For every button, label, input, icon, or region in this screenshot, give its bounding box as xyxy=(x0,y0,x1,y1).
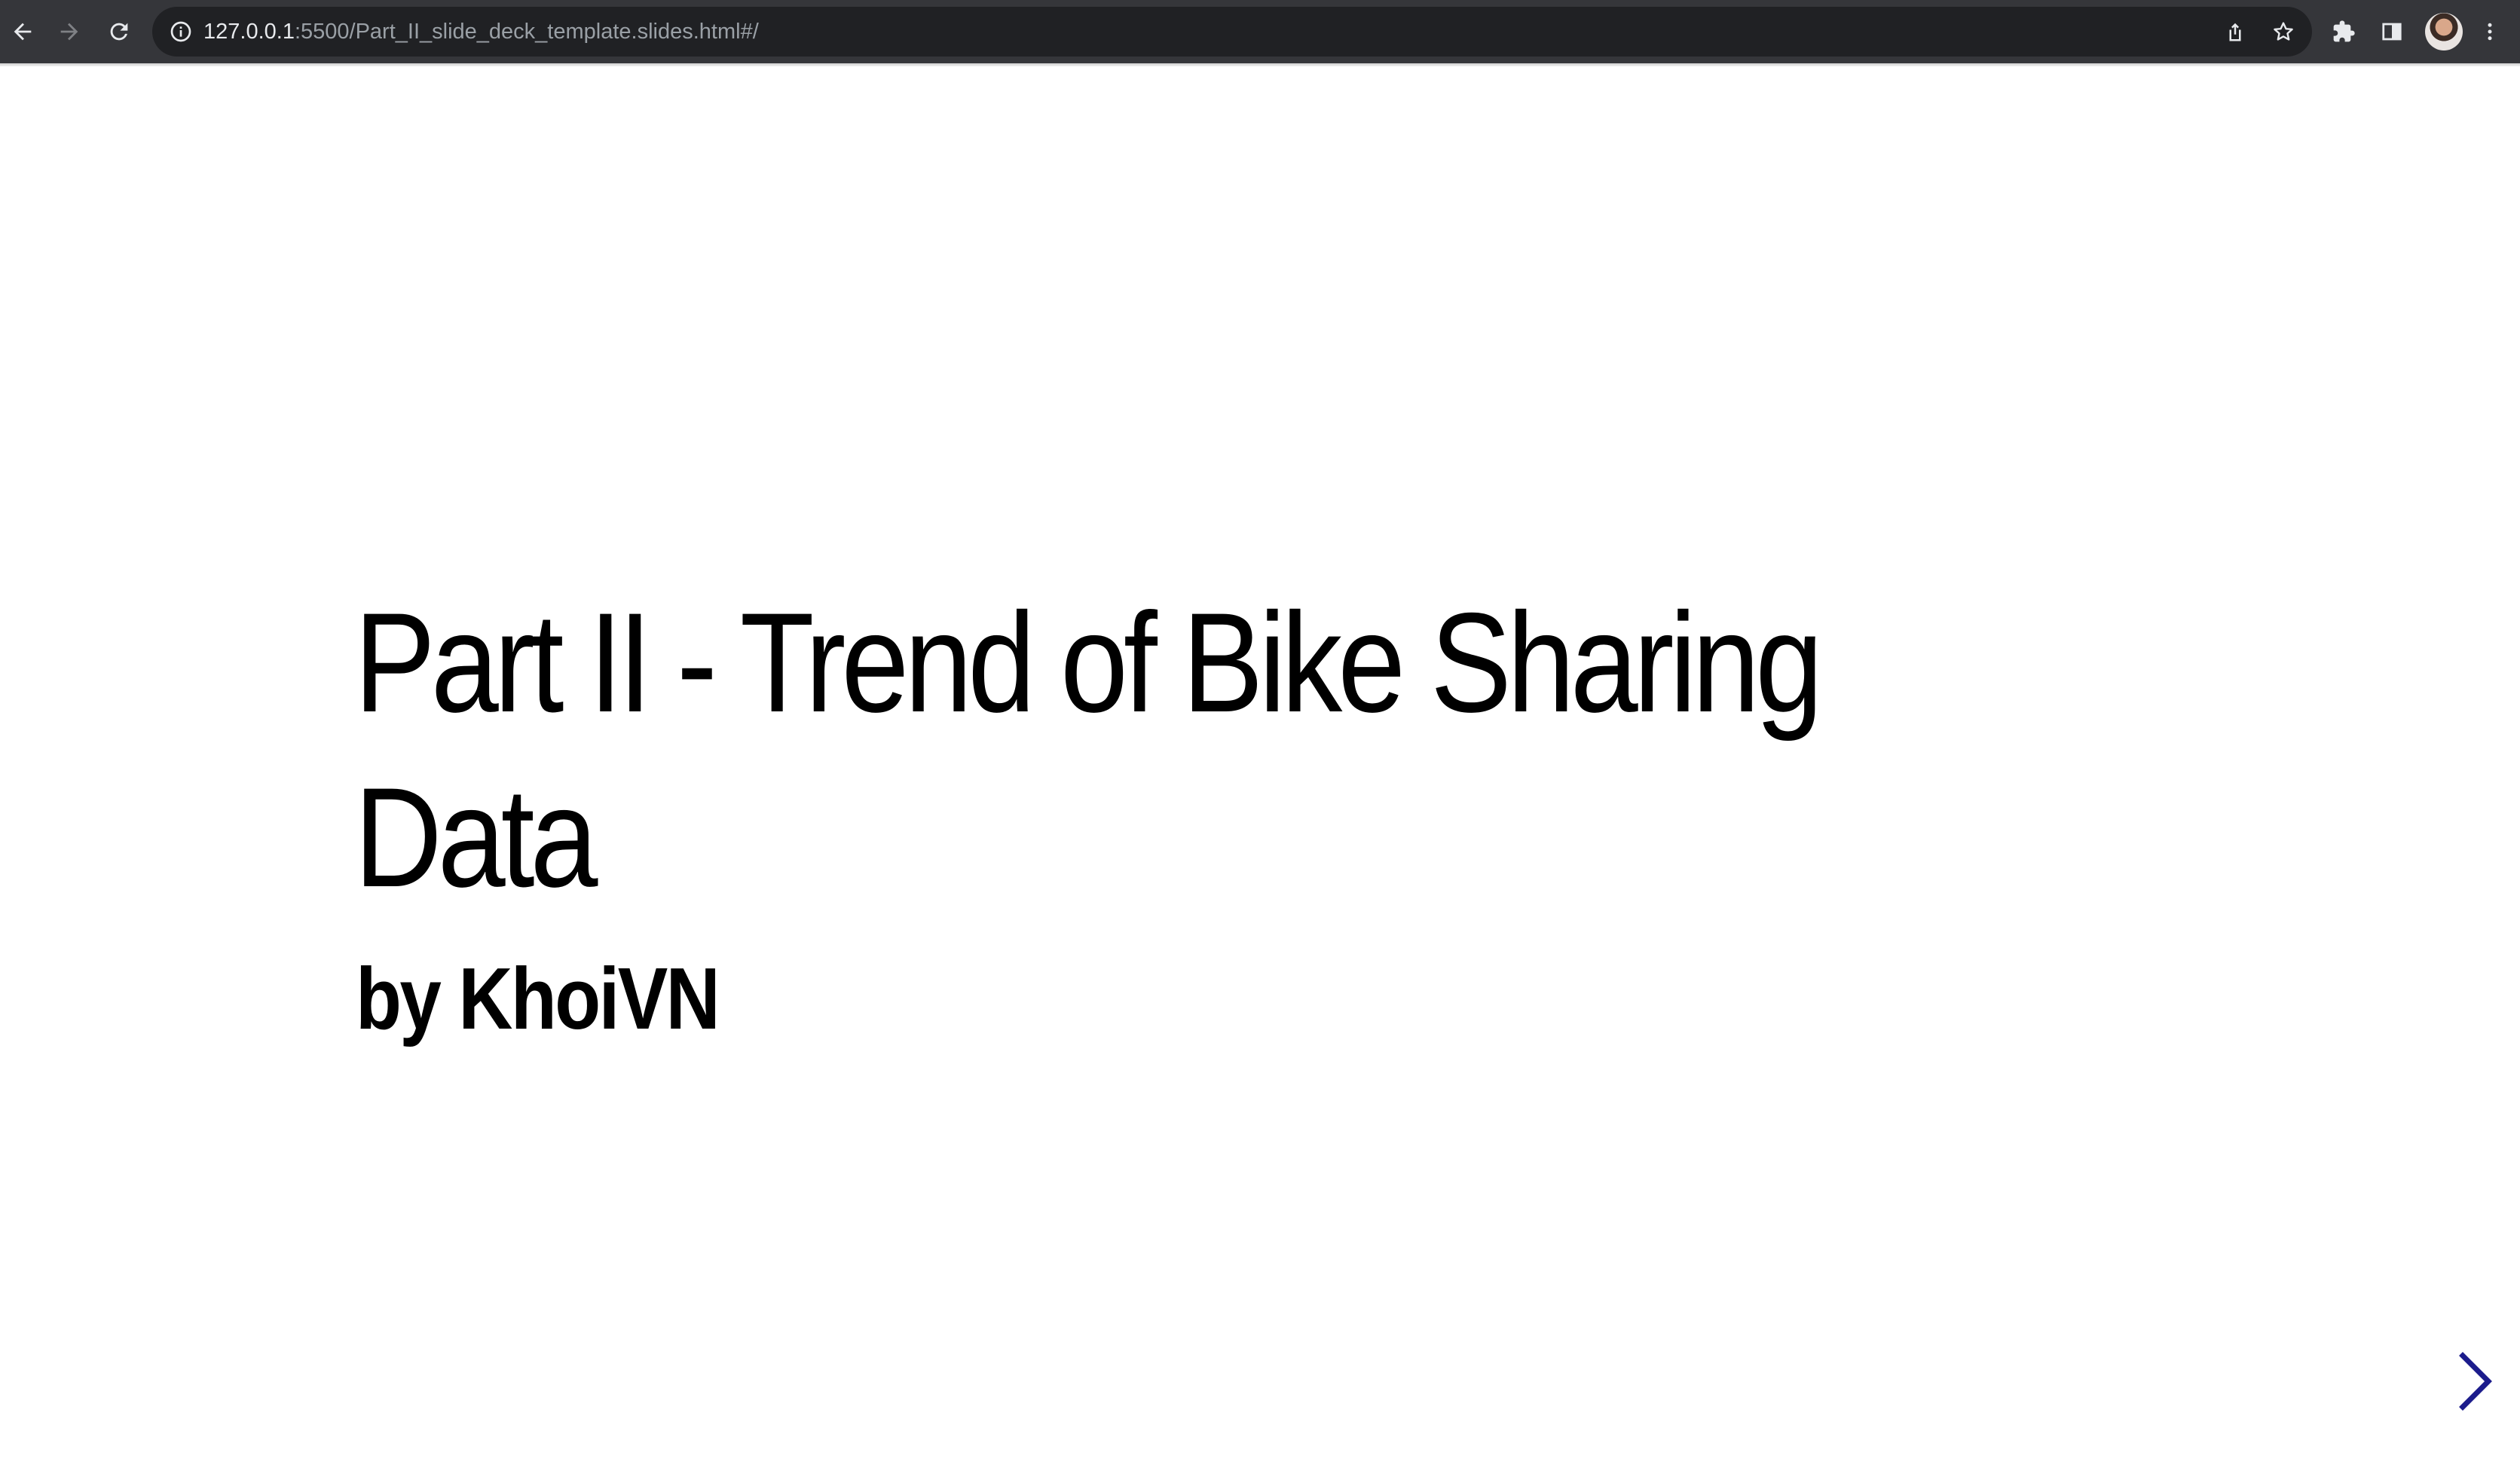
forward-button[interactable] xyxy=(51,14,87,50)
info-icon[interactable] xyxy=(169,20,193,44)
reload-icon xyxy=(110,23,128,41)
slide-title: Part II - Trend of Bike Sharing Data xyxy=(354,583,1823,916)
kebab-menu-icon xyxy=(2488,23,2492,41)
browser-toolbar: 127.0.0.1:5500/Part_II_slide_deck_templa… xyxy=(0,0,2520,63)
slide: Part II - Trend of Bike Sharing Data by … xyxy=(0,66,2520,1477)
arrow-left-icon xyxy=(14,23,32,41)
next-slide-button[interactable] xyxy=(2454,1349,2497,1414)
puzzle-icon xyxy=(2333,20,2355,42)
side-panel-button[interactable] xyxy=(2374,14,2410,50)
menu-button[interactable] xyxy=(2472,14,2508,50)
url-host: 127.0.0.1 xyxy=(203,20,295,44)
avatar[interactable] xyxy=(2425,13,2463,50)
share-button[interactable] xyxy=(2220,17,2250,47)
extensions-button[interactable] xyxy=(2326,14,2362,50)
share-icon xyxy=(2229,23,2241,41)
bookmark-button[interactable] xyxy=(2268,17,2298,47)
address-bar[interactable]: 127.0.0.1:5500/Part_II_slide_deck_templa… xyxy=(152,7,2312,57)
reload-button[interactable] xyxy=(101,14,137,50)
chevron-right-icon xyxy=(2459,1352,2492,1411)
url-path: :5500/Part_II_slide_deck_template.slides… xyxy=(294,20,759,44)
side-panel-icon xyxy=(2382,23,2402,41)
toolbar-divider xyxy=(0,63,2520,68)
arrow-right-icon xyxy=(60,23,78,41)
url-text[interactable]: 127.0.0.1:5500/Part_II_slide_deck_templa… xyxy=(203,7,759,57)
star-icon xyxy=(2274,22,2293,41)
back-button[interactable] xyxy=(5,14,41,50)
slide-subtitle: by KhoiVN xyxy=(356,950,720,1047)
